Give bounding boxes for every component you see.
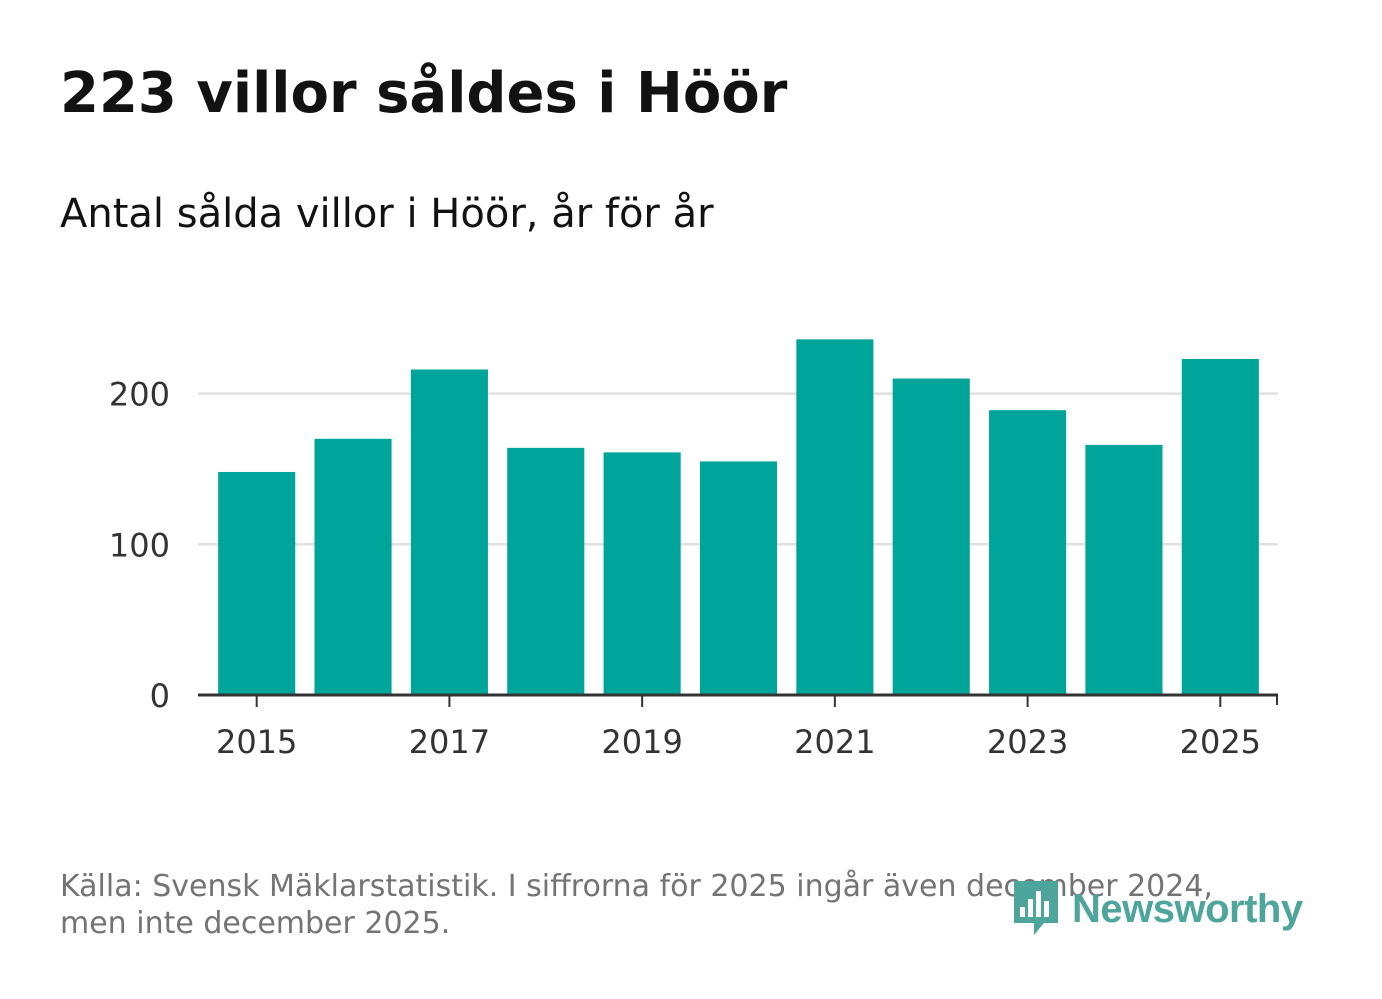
x-tick-label-2021: 2021 — [794, 723, 875, 761]
y-tick-label-200: 200 — [109, 376, 170, 414]
y-tick-label-100: 100 — [109, 526, 170, 564]
bar-2021 — [796, 339, 874, 695]
bar-2018 — [507, 447, 585, 695]
bar-2017 — [410, 369, 488, 695]
bar-2020 — [699, 461, 778, 695]
bar-2015 — [218, 471, 296, 695]
bar-2023 — [989, 410, 1067, 695]
x-tick-label-2019: 2019 — [601, 723, 682, 761]
x-tick-label-2023: 2023 — [987, 723, 1068, 761]
y-tick-label-0: 0 — [150, 677, 170, 715]
chart-title: 223 villor såldes i Höör — [60, 61, 788, 126]
newsworthy-speech-chart-icon — [1014, 881, 1058, 935]
chart-subtitle: Antal sålda villor i Höör, år för år — [60, 191, 714, 237]
newsworthy-logo: Newsworthy — [1010, 877, 1303, 941]
x-tick-label-2025: 2025 — [1180, 723, 1261, 761]
bar-2024 — [1085, 444, 1163, 695]
x-axis-labels: 2015 2017 2019 2021 2023 2025 — [216, 723, 1261, 761]
axes — [198, 693, 1278, 707]
bar-2025 — [1181, 358, 1259, 695]
x-tick-label-2017: 2017 — [409, 723, 490, 761]
bar-2016 — [314, 438, 392, 695]
logo-text: Newsworthy — [1072, 886, 1303, 931]
bar-2019 — [603, 452, 681, 695]
y-axis-labels: 0 100 200 — [109, 376, 170, 715]
source-line-2: men inte december 2025. — [60, 906, 451, 941]
x-tick-label-2015: 2015 — [216, 723, 297, 761]
bars — [218, 339, 1259, 695]
bar-2022 — [892, 378, 970, 695]
